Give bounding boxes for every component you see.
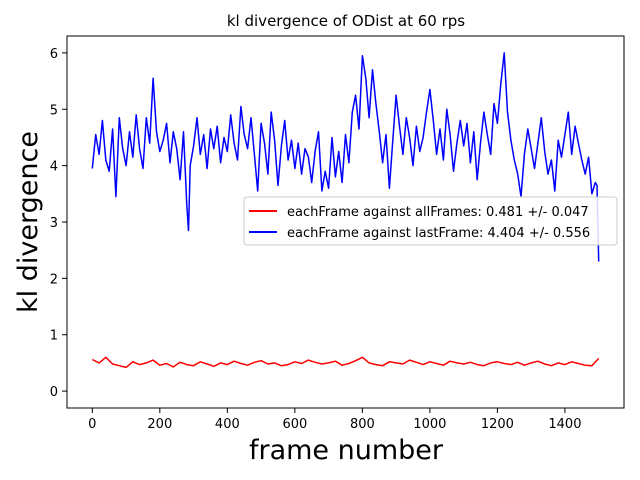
y-tick-label: 2 [50, 272, 58, 287]
y-tick-label: 5 [50, 103, 58, 118]
x-tick-label: 1200 [481, 417, 514, 432]
y-tick-label: 3 [50, 216, 58, 231]
x-tick-label: 200 [147, 417, 172, 432]
x-tick-label: 0 [88, 417, 96, 432]
y-tick-label: 1 [50, 329, 58, 344]
series-line-last-frame [91, 52, 600, 262]
plot-area [91, 52, 600, 369]
y-tick-label: 0 [50, 385, 58, 400]
legend: eachFrame against allFrames: 0.481 +/- 0… [243, 196, 618, 246]
x-tick-label: 1000 [413, 417, 446, 432]
y-tick-label: 6 [50, 47, 58, 62]
x-tick-label: 1400 [548, 417, 581, 432]
x-axis-ticks: 0 200 400 600 800 1000 1200 1400 [88, 408, 581, 432]
y-axis-ticks: 0 1 2 3 4 5 6 [50, 47, 67, 400]
y-axis-label: kl divergence [13, 131, 44, 313]
x-tick-label: 400 [215, 417, 240, 432]
legend-label-last-frame: eachFrame against lastFrame: 4.404 +/- 0… [287, 226, 590, 241]
legend-box [243, 196, 618, 246]
legend-label-all-frames: eachFrame against allFrames: 0.481 +/- 0… [287, 205, 589, 220]
x-axis-label: frame number [249, 435, 444, 466]
x-tick-label: 600 [282, 417, 307, 432]
series-line-all-frames [91, 356, 600, 369]
chart-title: kl divergence of ODist at 60 rps [227, 12, 465, 30]
y-tick-label: 4 [50, 160, 58, 175]
x-tick-label: 800 [350, 417, 375, 432]
